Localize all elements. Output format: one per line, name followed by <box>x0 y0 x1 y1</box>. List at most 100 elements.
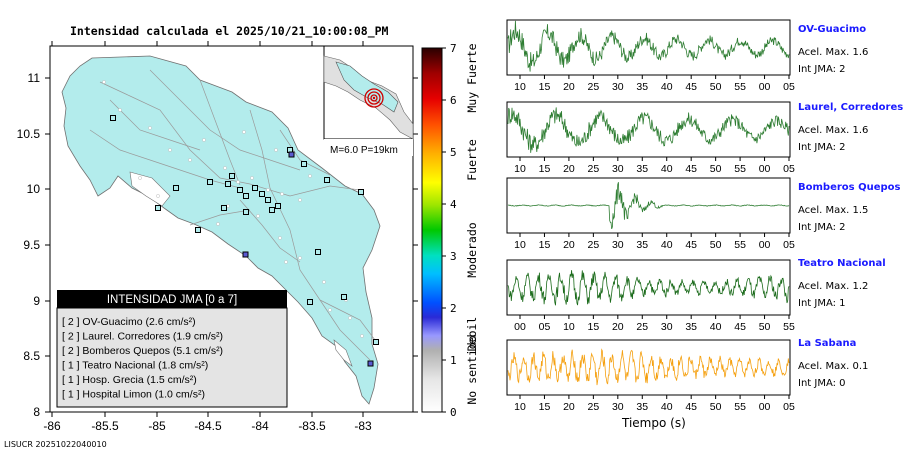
seismogram-tick-label: 40 <box>661 81 673 93</box>
seismogram-tick-label: 20 <box>563 81 575 93</box>
colorbar-class-label: Muy Fuerte <box>465 43 479 112</box>
town-dot <box>102 80 106 84</box>
town-dot <box>148 126 152 130</box>
seismogram-trace <box>507 20 790 72</box>
legend-row: [ 1 ] Hospital Limon (1.0 cm/s²) <box>62 389 205 401</box>
station-legend: INTENSIDAD JMA [0 a 7] [ 2 ] OV-Guacimo … <box>56 290 288 408</box>
colorbar-tick-label: 0 <box>450 406 457 419</box>
town-dot <box>236 180 240 184</box>
seismogram-tick-label: 20 <box>563 239 575 251</box>
colorbar-tick-label: 6 <box>450 94 457 107</box>
station-marker <box>110 115 116 121</box>
road-network <box>89 69 376 361</box>
seismogram-trace <box>507 270 790 306</box>
seismogram-tick-label: 10 <box>514 401 526 413</box>
seismogram-panel: 00 05 10 15 20 25 30 35 40 45 50 55 <box>506 259 795 333</box>
seismogram-tick-label: 55 <box>734 163 746 175</box>
colorbar-class-label: Moderado <box>465 222 479 277</box>
seismogram-tick-label: 20 <box>563 401 575 413</box>
lat-tick-label: 10.5 <box>17 127 41 141</box>
seismogram-tick-label: 30 <box>612 81 624 93</box>
town-dot <box>266 188 270 192</box>
station-name: La Sabana <box>798 338 857 349</box>
station-marker <box>324 177 330 183</box>
colorbar-class-label: Fuerte <box>465 139 479 181</box>
seismogram-tick-label: 00 <box>759 401 771 413</box>
seismogram-tick-label: 15 <box>588 321 600 333</box>
town-dot <box>284 260 288 264</box>
map-title: Intensidad calculada el 2025/10/21_10:00… <box>70 24 389 38</box>
station-marker <box>269 207 275 213</box>
station-marker <box>358 189 364 195</box>
town-dot <box>360 334 364 338</box>
seismogram-tick-label: 35 <box>636 163 648 175</box>
seismogram-tick-label: 30 <box>612 239 624 251</box>
station-max-acceleration: Acel. Max. 1.6 <box>798 125 869 136</box>
seismogram-tick-label: 40 <box>661 163 673 175</box>
seismogram-tick-label: 30 <box>612 401 624 413</box>
seismogram-panels: 10 15 20 25 30 35 40 45 50 55 00 05 10 15 20 25 30 35 40 45… <box>506 19 795 413</box>
station-marker <box>265 197 271 203</box>
seismogram-tick-label: 45 <box>685 239 697 251</box>
station-marker <box>221 205 227 211</box>
town-dot <box>256 214 260 218</box>
seismogram-tick-label: 05 <box>783 239 795 251</box>
lat-tick-label: 8.5 <box>23 349 40 363</box>
seismogram-tick-label: 50 <box>710 239 722 251</box>
station-marker <box>275 203 281 209</box>
lon-tick-label: -84.5 <box>194 419 222 433</box>
latitude-axis: 8 8.5 9 9.5 10 10.5 11 <box>17 71 418 419</box>
legend-title: INTENSIDAD JMA [0 a 7] <box>107 294 237 306</box>
inset-label: M=6.0 P=19km <box>330 145 398 156</box>
colorbar-tick-label: 3 <box>450 250 457 263</box>
seismogram-tick-label: 15 <box>539 401 551 413</box>
colorbar-tick-label: 4 <box>450 198 457 211</box>
station-jma-intensity: Int JMA: 1 <box>798 298 846 309</box>
colorbar-tick-label: 2 <box>450 302 457 315</box>
seismogram-panel: 10 15 20 25 30 35 40 45 50 55 00 05 <box>506 339 795 413</box>
seismogram-tick-label: 30 <box>612 163 624 175</box>
seismogram-trace <box>507 182 790 230</box>
seismogram-tick-label: 20 <box>612 321 624 333</box>
seismogram-tick-label: 35 <box>636 401 648 413</box>
station-max-acceleration: Acel. Max. 0.1 <box>798 361 869 372</box>
seismogram-tick-label: 45 <box>734 321 746 333</box>
station-marker <box>301 161 307 167</box>
seismogram-tick-label: 35 <box>685 321 697 333</box>
town-dot <box>298 256 302 260</box>
station-name: Bomberos Quepos <box>798 182 901 193</box>
station-marker <box>173 185 179 191</box>
lon-tick-label: -83 <box>354 419 372 433</box>
legend-row: [ 1 ] Teatro Nacional (1.8 cm/s²) <box>62 360 208 372</box>
station-name: Laurel, Corredores <box>798 102 904 113</box>
town-dot <box>168 148 172 152</box>
seismogram-tick-label: 45 <box>685 81 697 93</box>
seismogram-tick-label: 25 <box>588 163 600 175</box>
seismogram-tick-label: 45 <box>685 163 697 175</box>
seismogram-x-axis-label: Tiempo (s) <box>622 416 686 430</box>
seismogram-trace <box>507 348 790 386</box>
town-dot <box>298 198 302 202</box>
seismogram-tick-label: 35 <box>636 239 648 251</box>
station-marker <box>195 227 201 233</box>
station-marker-debil <box>242 251 249 258</box>
seismogram-frame <box>506 259 791 316</box>
costa-rica-land <box>61 55 381 405</box>
town-dot <box>242 130 246 134</box>
seismogram-tick-label: 05 <box>783 163 795 175</box>
station-marker <box>207 179 213 185</box>
town-dot <box>274 148 278 152</box>
seismogram-tick-label: 10 <box>514 163 526 175</box>
station-name: OV-Guacimo <box>798 24 867 35</box>
intensity-map: -86 -85.5 -85 -84.5 -84 -83.5 -83 8 8.5 9 9.5 10 10… <box>17 41 418 433</box>
station-marker-debil <box>367 360 374 367</box>
seismogram-tick-label: 05 <box>783 401 795 413</box>
lat-tick-label: 10 <box>27 182 41 196</box>
legend-row: [ 2 ] OV-Guacimo (2.6 cm/s²) <box>62 316 196 328</box>
seismogram-tick-label: 05 <box>539 321 551 333</box>
seismogram-tick-label: 00 <box>514 321 526 333</box>
lat-tick-label: 11 <box>28 71 41 85</box>
golfo-dulce <box>333 339 353 367</box>
seismogram-panel: 10 15 20 25 30 35 40 45 50 55 00 05 <box>506 177 795 251</box>
station-marker <box>243 209 249 215</box>
